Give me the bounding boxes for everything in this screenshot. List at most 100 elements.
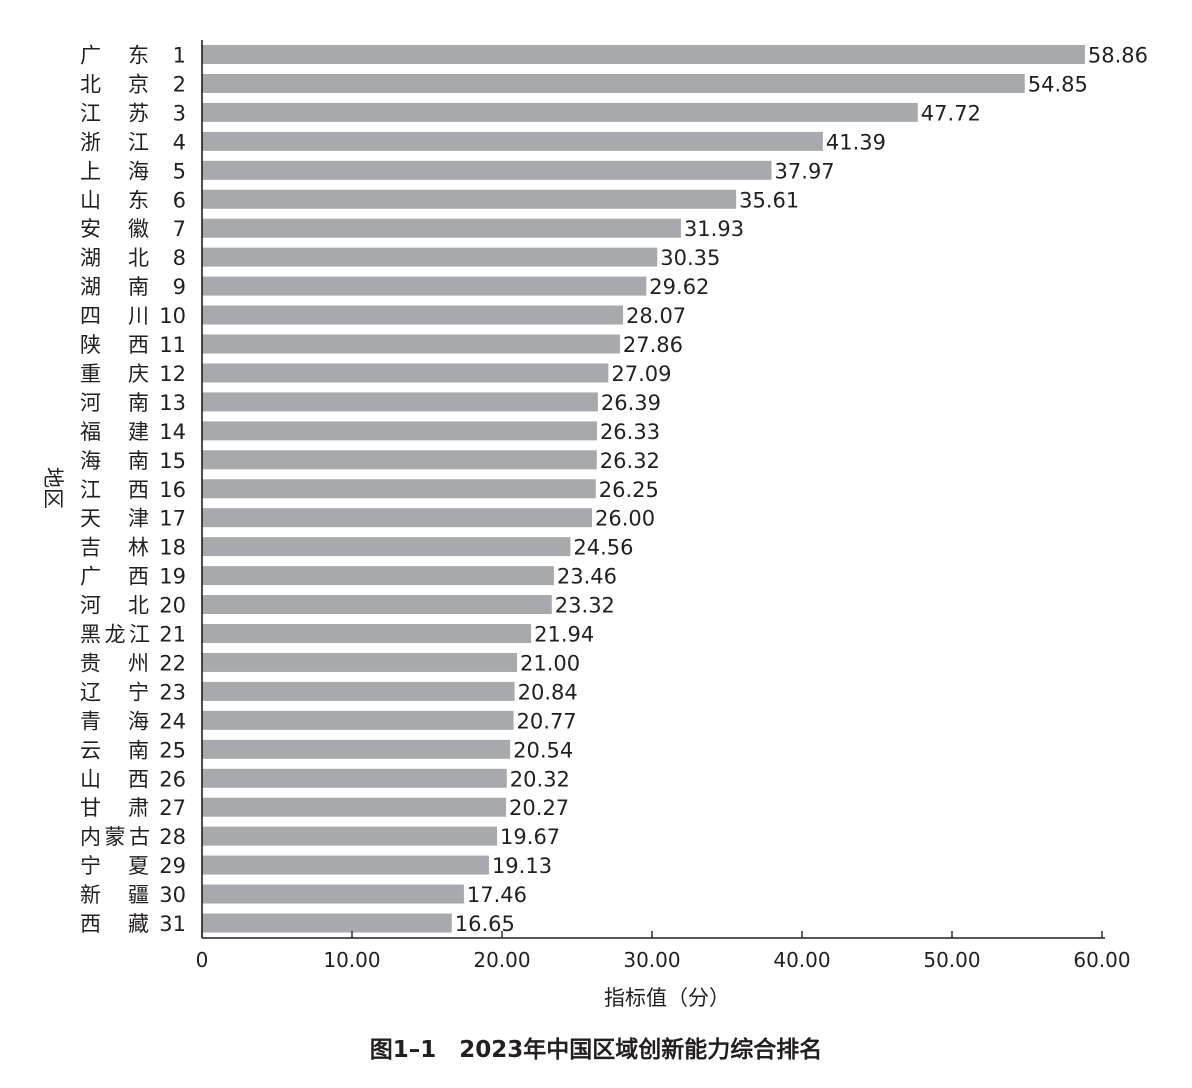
bar-value-label: 19.13: [492, 854, 552, 878]
bar-value-label: 37.97: [775, 159, 835, 183]
bar-value-label: 27.86: [623, 333, 683, 357]
category-label: 北: [128, 246, 149, 270]
category-label: 福: [80, 420, 101, 444]
category-rank: 30: [159, 883, 186, 907]
category-label: 夏: [128, 854, 149, 878]
category-label: 内蒙古: [80, 825, 150, 849]
category-label: 新: [80, 883, 101, 907]
category-rank: 6: [173, 188, 186, 212]
category-label: 天: [80, 507, 101, 531]
x-tick-label: 50.00: [923, 948, 980, 972]
bar-value-label: 26.32: [600, 449, 660, 473]
category-rank: 28: [159, 825, 186, 849]
category-label: 重: [80, 362, 101, 386]
category-label: 海: [128, 709, 149, 733]
bar: [202, 276, 647, 296]
category-label: 东: [128, 188, 149, 212]
bar: [202, 537, 571, 557]
bar-value-label: 23.32: [555, 594, 615, 618]
x-tick-label: 0: [196, 948, 209, 972]
category-rank: 9: [173, 275, 186, 299]
x-tick-label: 40.00: [773, 948, 830, 972]
bar-value-label: 58.86: [1088, 44, 1148, 68]
bar: [202, 247, 658, 267]
bar: [202, 652, 517, 672]
bar-value-label: 27.09: [611, 362, 671, 386]
bar: [202, 826, 498, 846]
bar: [202, 566, 554, 586]
category-label: 上: [80, 159, 101, 183]
category-rank: 4: [173, 130, 186, 154]
category-label: 湖: [80, 246, 101, 270]
bar: [202, 334, 620, 354]
category-label: 苏: [128, 101, 149, 125]
category-rank: 15: [159, 449, 186, 473]
bar: [202, 797, 507, 817]
category-label: 津: [128, 507, 149, 531]
bar: [202, 681, 515, 701]
bar: [202, 595, 552, 615]
bar-value-label: 26.25: [599, 478, 659, 502]
category-label: 藏: [128, 912, 149, 936]
category-label: 甘: [80, 796, 101, 820]
bar-value-label: 20.84: [518, 680, 578, 704]
bar: [202, 450, 597, 470]
bar: [202, 884, 464, 904]
category-label: 海: [128, 159, 149, 183]
category-label: 北: [128, 594, 149, 618]
category-label: 安: [80, 217, 101, 241]
bar-value-label: 23.46: [557, 565, 617, 589]
bar-value-label: 17.46: [467, 883, 527, 907]
category-label: 江: [80, 478, 101, 502]
category-rank: 24: [159, 709, 186, 733]
bar-value-label: 29.62: [649, 275, 709, 299]
category-label: 河: [80, 391, 101, 415]
category-rank: 29: [159, 854, 186, 878]
category-label: 川: [128, 304, 149, 328]
category-rank: 23: [159, 680, 186, 704]
bar: [202, 363, 609, 383]
bar: [202, 421, 597, 441]
category-rank: 7: [173, 217, 186, 241]
bar: [202, 479, 596, 499]
bar: [202, 768, 507, 788]
bar-value-label: 20.54: [513, 738, 573, 762]
category-rank: 31: [159, 912, 186, 936]
category-rank: 13: [159, 391, 186, 415]
bar: [202, 392, 598, 412]
category-label: 京: [128, 72, 149, 96]
bar: [202, 305, 624, 325]
category-label: 云: [80, 738, 101, 762]
category-label: 浙: [80, 130, 101, 154]
category-label: 海: [80, 449, 101, 473]
bar: [202, 710, 514, 730]
bar-value-label: 20.77: [517, 709, 577, 733]
category-label: 南: [128, 391, 149, 415]
category-label: 吉: [80, 536, 101, 560]
category-label: 南: [128, 738, 149, 762]
category-rank: 3: [173, 101, 186, 125]
bar-value-label: 26.39: [601, 391, 661, 415]
category-label: 江: [80, 101, 101, 125]
category-label: 南: [128, 275, 149, 299]
x-tick-label: 30.00: [623, 948, 680, 972]
bar-value-label: 47.72: [921, 101, 981, 125]
figure-caption: 图1–1 2023年中国区域创新能力综合排名: [369, 1037, 823, 1063]
category-rank: 10: [159, 304, 186, 328]
category-rank: 11: [159, 333, 186, 357]
category-rank: 2: [173, 72, 186, 96]
category-rank: 14: [159, 420, 186, 444]
category-label: 疆: [128, 883, 149, 907]
category-label: 山: [80, 188, 101, 212]
bar: [202, 160, 772, 180]
category-label: 青: [80, 709, 101, 733]
bar: [202, 855, 489, 875]
category-rank: 20: [159, 594, 186, 618]
category-label: 辽: [80, 680, 101, 704]
bar-value-label: 31.93: [684, 217, 744, 241]
bar-value-label: 35.61: [739, 188, 799, 212]
bar-value-label: 54.85: [1028, 72, 1088, 96]
category-label: 北: [80, 72, 101, 96]
bar: [202, 189, 737, 209]
